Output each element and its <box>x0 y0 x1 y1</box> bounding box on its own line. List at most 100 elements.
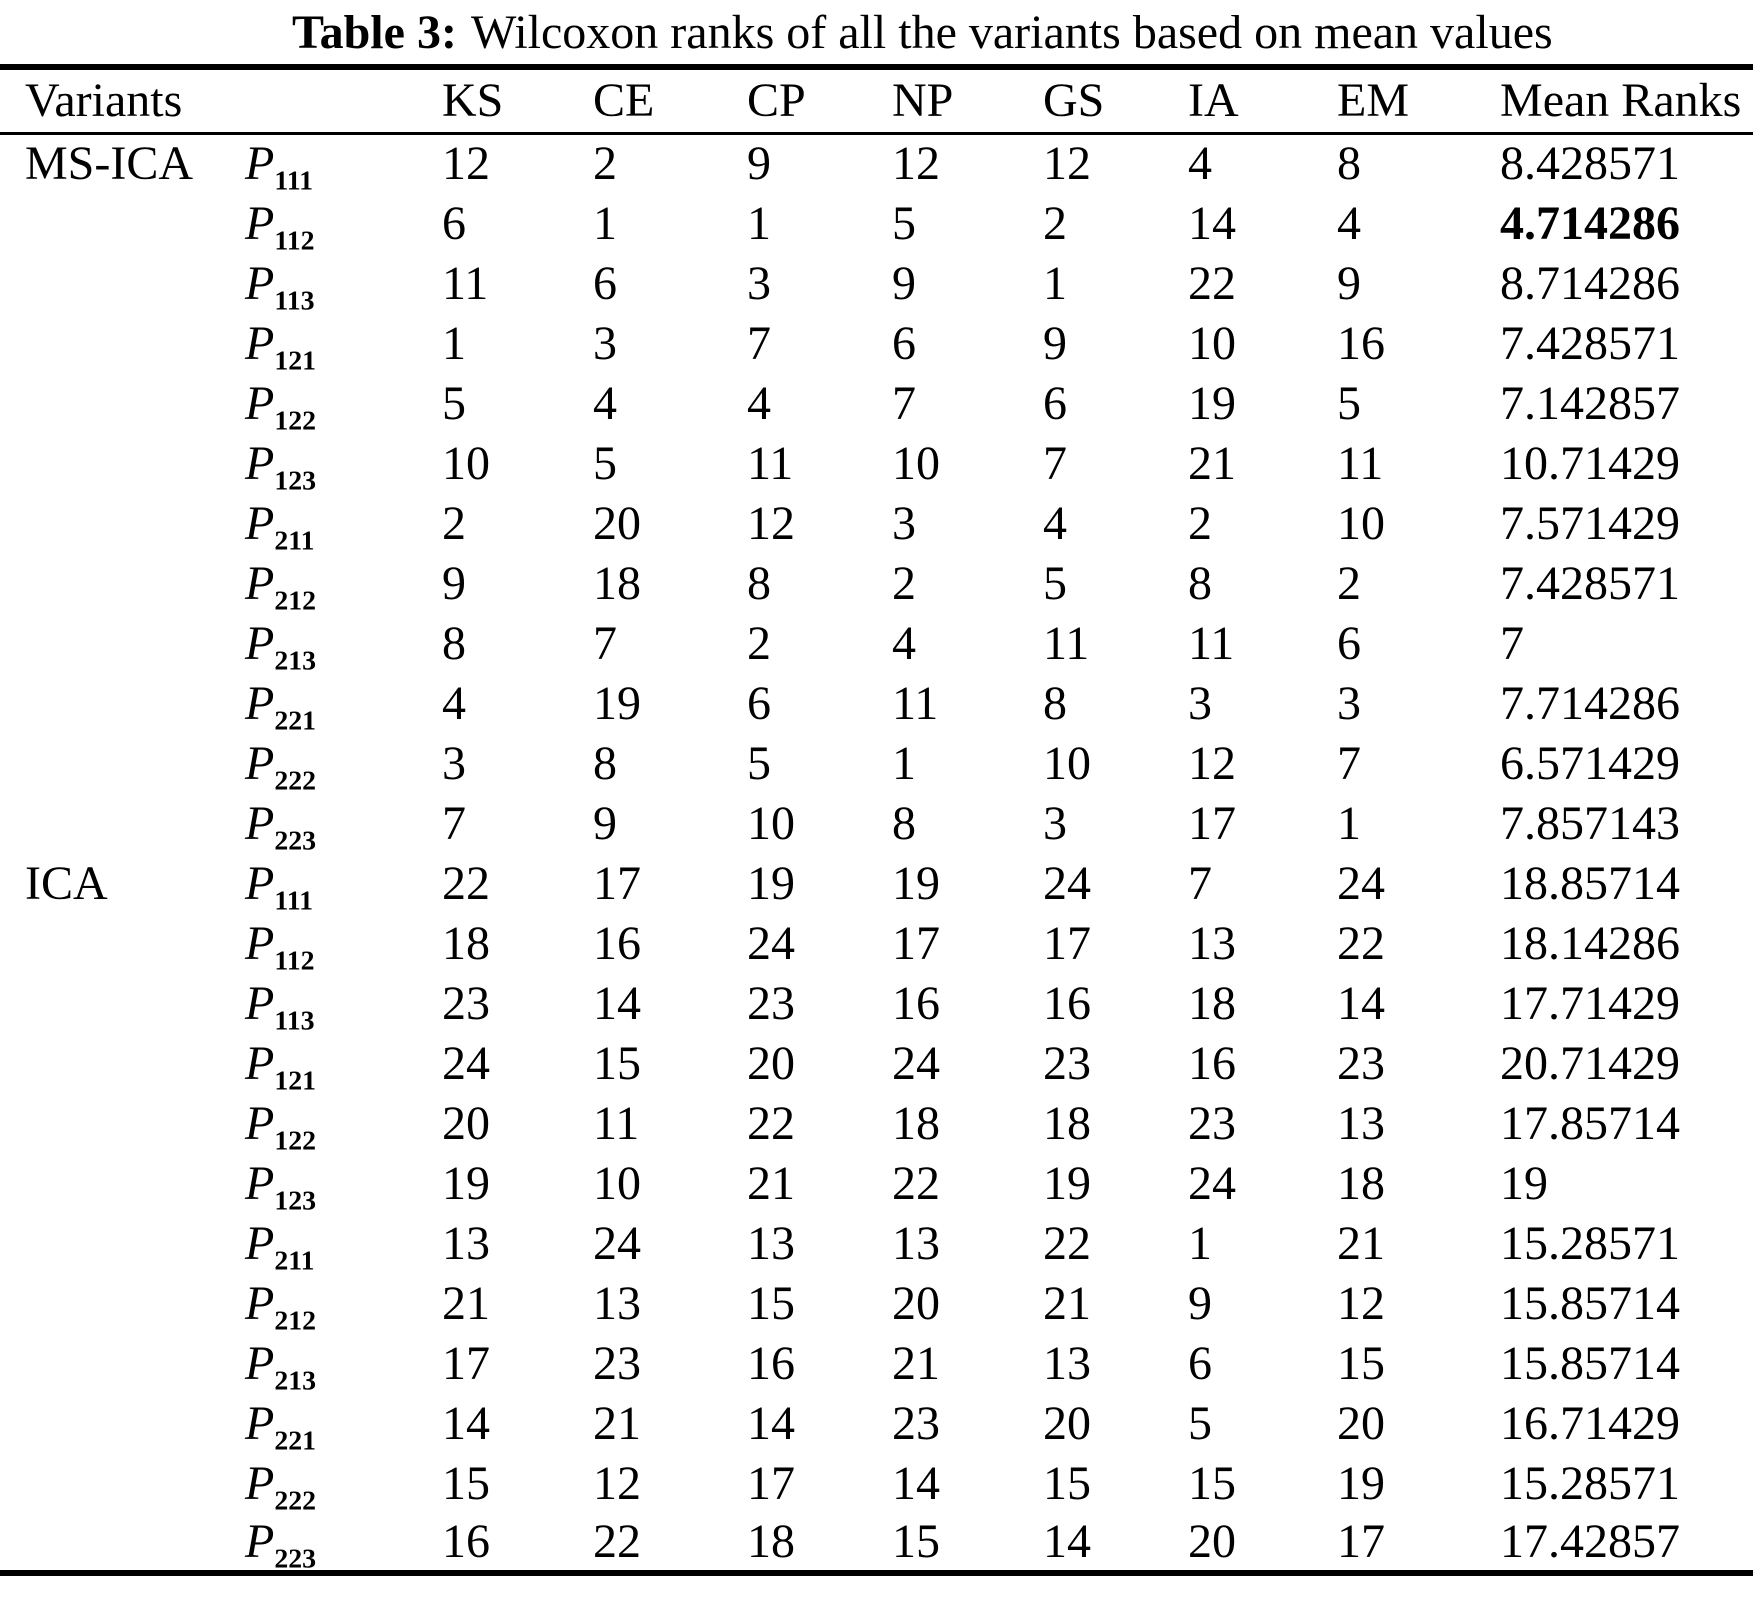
group-label-cell <box>0 193 220 253</box>
rank-cell-ia: 1 <box>1188 1216 1213 1270</box>
variant-cell: P211 <box>220 493 417 554</box>
group-label-cell <box>0 733 220 793</box>
mean-rank-cell: 7.428571 <box>1500 316 1681 370</box>
table-row: P223 7 9 10 8 3 17 1 7.857143 <box>0 793 1753 854</box>
rank-cell-cp: 9 <box>747 137 772 191</box>
rank-cell-ia: 3 <box>1188 676 1213 730</box>
group-label-cell <box>0 1393 220 1453</box>
variant-cell: P121 <box>220 1033 417 1094</box>
variant-subscript: 223 <box>274 1543 317 1573</box>
rank-cell-cp: 16 <box>747 1336 796 1390</box>
variant-cell: P112 <box>220 193 417 254</box>
variant-subscript: 211 <box>274 1245 315 1273</box>
table-row: P122 20 11 22 18 18 23 13 17.85714 <box>0 1093 1753 1154</box>
rank-cell-gs: 19 <box>1043 1156 1092 1210</box>
rank-cell-ia: 16 <box>1188 1036 1237 1090</box>
script-p-symbol: P <box>245 1036 275 1090</box>
rank-cell-ks: 10 <box>442 436 491 490</box>
rank-cell-np: 23 <box>892 1396 941 1450</box>
rank-cell-gs: 6 <box>1043 376 1068 430</box>
rank-cell-ce: 10 <box>593 1156 642 1210</box>
variant-cell: P121 <box>220 313 417 374</box>
table-row: P212 9 18 8 2 5 8 2 7.428571 <box>0 553 1753 614</box>
script-p-symbol: P <box>245 976 275 1030</box>
rank-cell-np: 7 <box>892 376 917 430</box>
script-p-symbol: P <box>245 1216 275 1270</box>
group-label-cell <box>0 493 220 553</box>
rank-cell-ce: 17 <box>593 856 642 910</box>
rank-cell-cp: 5 <box>747 736 772 790</box>
table-row: P122 5 4 4 7 6 19 5 7.142857 <box>0 373 1753 434</box>
group-label-cell <box>0 433 220 493</box>
rank-cell-ia: 22 <box>1188 256 1237 310</box>
group-label-cell <box>0 373 220 433</box>
variant-cell: P211 <box>220 1213 417 1274</box>
rank-cell-ia: 5 <box>1188 1396 1213 1450</box>
wilcoxon-ranks-table: Variants KS CE CP NP GS IA EM Mean Ranks MS-ICA… <box>0 64 1753 1576</box>
table-row: P123 10 5 11 10 7 21 11 10.71429 <box>0 433 1753 494</box>
script-p-symbol: P <box>245 736 275 790</box>
mean-rank-cell: 8.714286 <box>1500 256 1681 310</box>
variant-cell: P213 <box>220 1333 417 1394</box>
rank-cell-ce: 12 <box>593 1456 642 1510</box>
variant-subscript: 121 <box>274 1065 317 1093</box>
rank-cell-em: 1 <box>1337 796 1362 850</box>
group-label-cell <box>0 1213 220 1273</box>
rank-cell-ia: 17 <box>1188 796 1237 850</box>
rank-cell-ce: 16 <box>593 916 642 970</box>
mean-rank-cell: 15.85714 <box>1500 1276 1681 1330</box>
table-row: P221 4 19 6 11 8 3 3 7.714286 <box>0 673 1753 734</box>
rank-cell-ks: 3 <box>442 736 467 790</box>
script-p-symbol: P <box>245 196 275 250</box>
mean-rank-cell: 15.28571 <box>1500 1216 1681 1270</box>
rank-cell-ks: 20 <box>442 1096 491 1150</box>
rank-cell-cp: 18 <box>747 1515 796 1568</box>
mean-rank-cell: 19 <box>1500 1156 1549 1210</box>
rank-cell-gs: 3 <box>1043 796 1068 850</box>
rank-cell-ks: 8 <box>442 616 467 670</box>
rank-cell-em: 18 <box>1337 1156 1386 1210</box>
mean-rank-cell: 16.71429 <box>1500 1396 1681 1450</box>
mean-rank-cell: 18.85714 <box>1500 856 1681 910</box>
caption-text: Wilcoxon ranks of all the variants based… <box>470 6 1553 59</box>
rank-cell-ks: 17 <box>442 1336 491 1390</box>
rank-cell-np: 4 <box>892 616 917 670</box>
rank-cell-em: 22 <box>1337 916 1386 970</box>
rank-cell-ks: 12 <box>442 137 491 191</box>
rank-cell-ks: 9 <box>442 556 467 610</box>
rank-cell-em: 17 <box>1337 1515 1386 1568</box>
mean-rank-cell: 17.42857 <box>1500 1515 1681 1568</box>
rank-cell-ce: 9 <box>593 796 618 850</box>
rank-cell-ce: 2 <box>593 137 618 191</box>
rank-cell-ce: 24 <box>593 1216 642 1270</box>
group-label-cell <box>0 913 220 973</box>
table-row: P112 18 16 24 17 17 13 22 18.14286 <box>0 913 1753 974</box>
mean-rank-cell: 7.428571 <box>1500 556 1681 610</box>
table-row: P121 1 3 7 6 9 10 16 7.428571 <box>0 313 1753 374</box>
column-header-gs: GS <box>1043 74 1105 128</box>
rank-cell-em: 19 <box>1337 1456 1386 1510</box>
rank-cell-ia: 6 <box>1188 1336 1213 1390</box>
column-header-np: NP <box>892 74 954 128</box>
rank-cell-em: 10 <box>1337 496 1386 550</box>
column-header-cp: CP <box>747 74 806 128</box>
rank-cell-ce: 8 <box>593 736 618 790</box>
script-p-symbol: P <box>245 496 275 550</box>
rank-cell-cp: 22 <box>747 1096 796 1150</box>
rank-cell-ce: 20 <box>593 496 642 550</box>
variant-cell: P222 <box>220 733 417 794</box>
variant-cell: P212 <box>220 553 417 614</box>
column-header-variants: Variants <box>25 74 183 128</box>
table-row: P212 21 13 15 20 21 9 12 15.85714 <box>0 1273 1753 1334</box>
group-label: MS-ICA <box>25 137 194 191</box>
rank-cell-np: 14 <box>892 1456 941 1510</box>
variant-cell: P112 <box>220 913 417 974</box>
rank-cell-ks: 5 <box>442 376 467 430</box>
mean-rank-cell: 7.142857 <box>1500 376 1681 430</box>
variant-subscript: 111 <box>274 885 313 913</box>
rank-cell-cp: 15 <box>747 1276 796 1330</box>
rank-cell-em: 5 <box>1337 376 1362 430</box>
rank-cell-cp: 19 <box>747 856 796 910</box>
rank-cell-cp: 8 <box>747 556 772 610</box>
mean-rank-cell: 10.71429 <box>1500 436 1681 490</box>
